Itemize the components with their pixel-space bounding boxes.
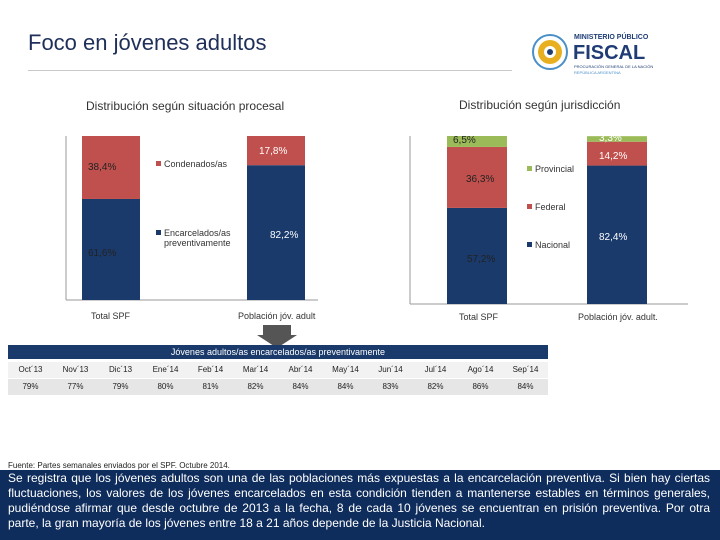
table-value-cell: 82% <box>427 382 444 391</box>
category-label: Total SPF <box>91 311 131 321</box>
legend-label-nacional: Nacional <box>535 240 570 250</box>
table-header-cell: Oct´13 <box>18 365 43 374</box>
legend-label-condenados: Condenados/as <box>164 159 228 169</box>
summary-text: Se registra que los jóvenes adultos son … <box>8 471 710 530</box>
table-header-cell: Abr´14 <box>288 365 313 374</box>
table-value-cell: 86% <box>472 382 489 391</box>
table-header-cell: Sep´14 <box>512 365 539 374</box>
legend-label-federal: Federal <box>535 202 566 212</box>
bar-nacional-1 <box>587 165 647 304</box>
bar-encarcelados-as-1 <box>247 165 305 300</box>
page-title: Foco en jóvenes adultos <box>28 30 267 55</box>
category-label: Total SPF <box>459 312 499 322</box>
logo-graphic: MINISTERIO PÚBLICO FISCAL PROCURACIÓN GE… <box>532 32 653 75</box>
sun-emblem-icon <box>532 34 568 70</box>
data-label: 36,3% <box>466 174 494 185</box>
data-label: 82,2% <box>270 230 298 241</box>
bar-encarcelados-as-0 <box>82 198 140 300</box>
table-value-cell: 83% <box>382 382 399 391</box>
legend-swatch-nacional <box>527 242 532 247</box>
category-label: Población jóv. adult. <box>578 312 658 322</box>
table-title: Jóvenes adultos/as encarcelados/as preve… <box>8 345 548 359</box>
logo-line2: FISCAL <box>573 42 645 64</box>
data-label: 61,6% <box>88 248 116 259</box>
bar-condenados-as-0 <box>82 136 140 199</box>
table-value-cell: 79% <box>22 382 39 391</box>
logo-line3: PROCURACIÓN GENERAL DE LA NACIÓN <box>574 64 653 69</box>
chart-left-title: Distribución según situación procesal <box>86 99 285 113</box>
bar-federal-1 <box>587 141 647 166</box>
legend-swatch-federal <box>527 204 532 209</box>
data-label: 57,2% <box>467 254 495 265</box>
source-note: Fuente: Partes semanales enviados por el… <box>8 461 230 470</box>
table-value-cell: 81% <box>202 382 219 391</box>
bar-federal-0 <box>447 146 507 208</box>
table-value-cell: 77% <box>67 382 84 391</box>
table-header-cell: Ago´14 <box>467 365 494 374</box>
logo-line4: REPÚBLICA ARGENTINA <box>574 70 621 75</box>
legend-swatch-condenados <box>156 161 161 166</box>
table-value-cell: 84% <box>517 382 534 391</box>
table-value-cell: 82% <box>247 382 264 391</box>
summary-box: Se registra que los jóvenes adultos son … <box>0 470 720 540</box>
table-header-cell: Ene´14 <box>152 365 179 374</box>
data-label: 6,5% <box>453 135 476 146</box>
table-value-cell: 84% <box>337 382 354 391</box>
table-header-cell: Jun´14 <box>378 365 403 374</box>
table-value-cell: 80% <box>157 382 174 391</box>
table-header-cell: Dic´13 <box>108 365 133 374</box>
table-header-cell: May´14 <box>332 365 359 374</box>
data-label: 17,8% <box>259 146 287 157</box>
table-header-cell: Jul´14 <box>424 365 447 374</box>
legend-label-provincial: Provincial <box>535 164 574 174</box>
ministerio-publico-fiscal-logo: MINISTERIO PÚBLICO FISCAL PROCURACIÓN GE… <box>528 26 668 86</box>
table-value-cell: 84% <box>292 382 309 391</box>
data-label: 3,3% <box>599 133 622 144</box>
down-arrow-icon <box>257 325 297 348</box>
data-label: 82,4% <box>599 232 627 243</box>
legend-swatch-provincial <box>527 166 532 171</box>
data-label: 14,2% <box>599 151 627 162</box>
data-label: 38,4% <box>88 162 116 173</box>
table-row <box>8 379 548 395</box>
table-header-cell: Mar´14 <box>242 365 269 374</box>
logo-line1: MINISTERIO PÚBLICO <box>574 32 649 41</box>
bar-nacional-0 <box>447 207 507 304</box>
table-row <box>8 362 548 378</box>
legend-label-encarcelados-line1: Encarcelados/as <box>164 228 231 238</box>
table-value-cell: 79% <box>112 382 129 391</box>
bar-provincial-0 <box>447 136 507 147</box>
table-header-cell: Nov´13 <box>62 365 89 374</box>
title-divider <box>28 70 512 71</box>
category-label: Población jóv. adult <box>238 311 316 321</box>
chart-right-title: Distribución según jurisdicción <box>459 98 621 112</box>
bar-provincial-1 <box>587 136 647 142</box>
legend-label-encarcelados-line2: preventivamente <box>164 238 231 248</box>
legend-swatch-encarcelados <box>156 230 161 235</box>
table-header-cell: Feb´14 <box>197 365 224 374</box>
bar-condenados-as-1 <box>247 136 305 166</box>
